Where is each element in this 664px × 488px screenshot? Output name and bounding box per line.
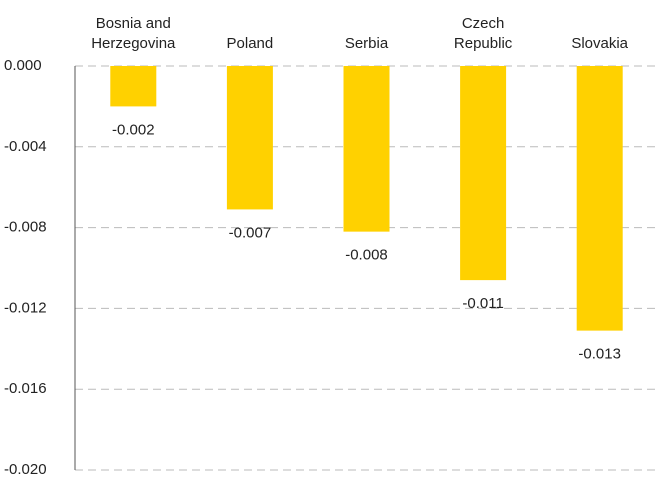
y-tick-label: -0.016 [4, 380, 47, 397]
bar [576, 66, 623, 331]
y-tick-label: -0.008 [4, 219, 47, 236]
y-tick-label: -0.020 [4, 461, 47, 478]
data-label: -0.002 [112, 121, 155, 138]
y-tick-label: 0.000 [4, 57, 42, 74]
x-tick-label: Poland [226, 35, 274, 52]
bar [226, 66, 273, 210]
x-tick-label: Czech Republic [453, 15, 513, 52]
data-label: -0.007 [229, 224, 272, 241]
x-tick-label: Slovakia [571, 35, 629, 52]
y-tick-label: -0.012 [4, 299, 47, 316]
bar [110, 66, 157, 107]
data-label: -0.008 [345, 247, 388, 264]
bar [343, 66, 390, 232]
data-label: -0.013 [578, 346, 621, 363]
x-tick-label: Serbia [344, 35, 389, 52]
x-tick-label: Bosnia and Herzegovina [91, 15, 176, 52]
bar [460, 66, 507, 281]
data-label: -0.011 [462, 295, 503, 312]
y-tick-label: -0.004 [4, 138, 47, 155]
